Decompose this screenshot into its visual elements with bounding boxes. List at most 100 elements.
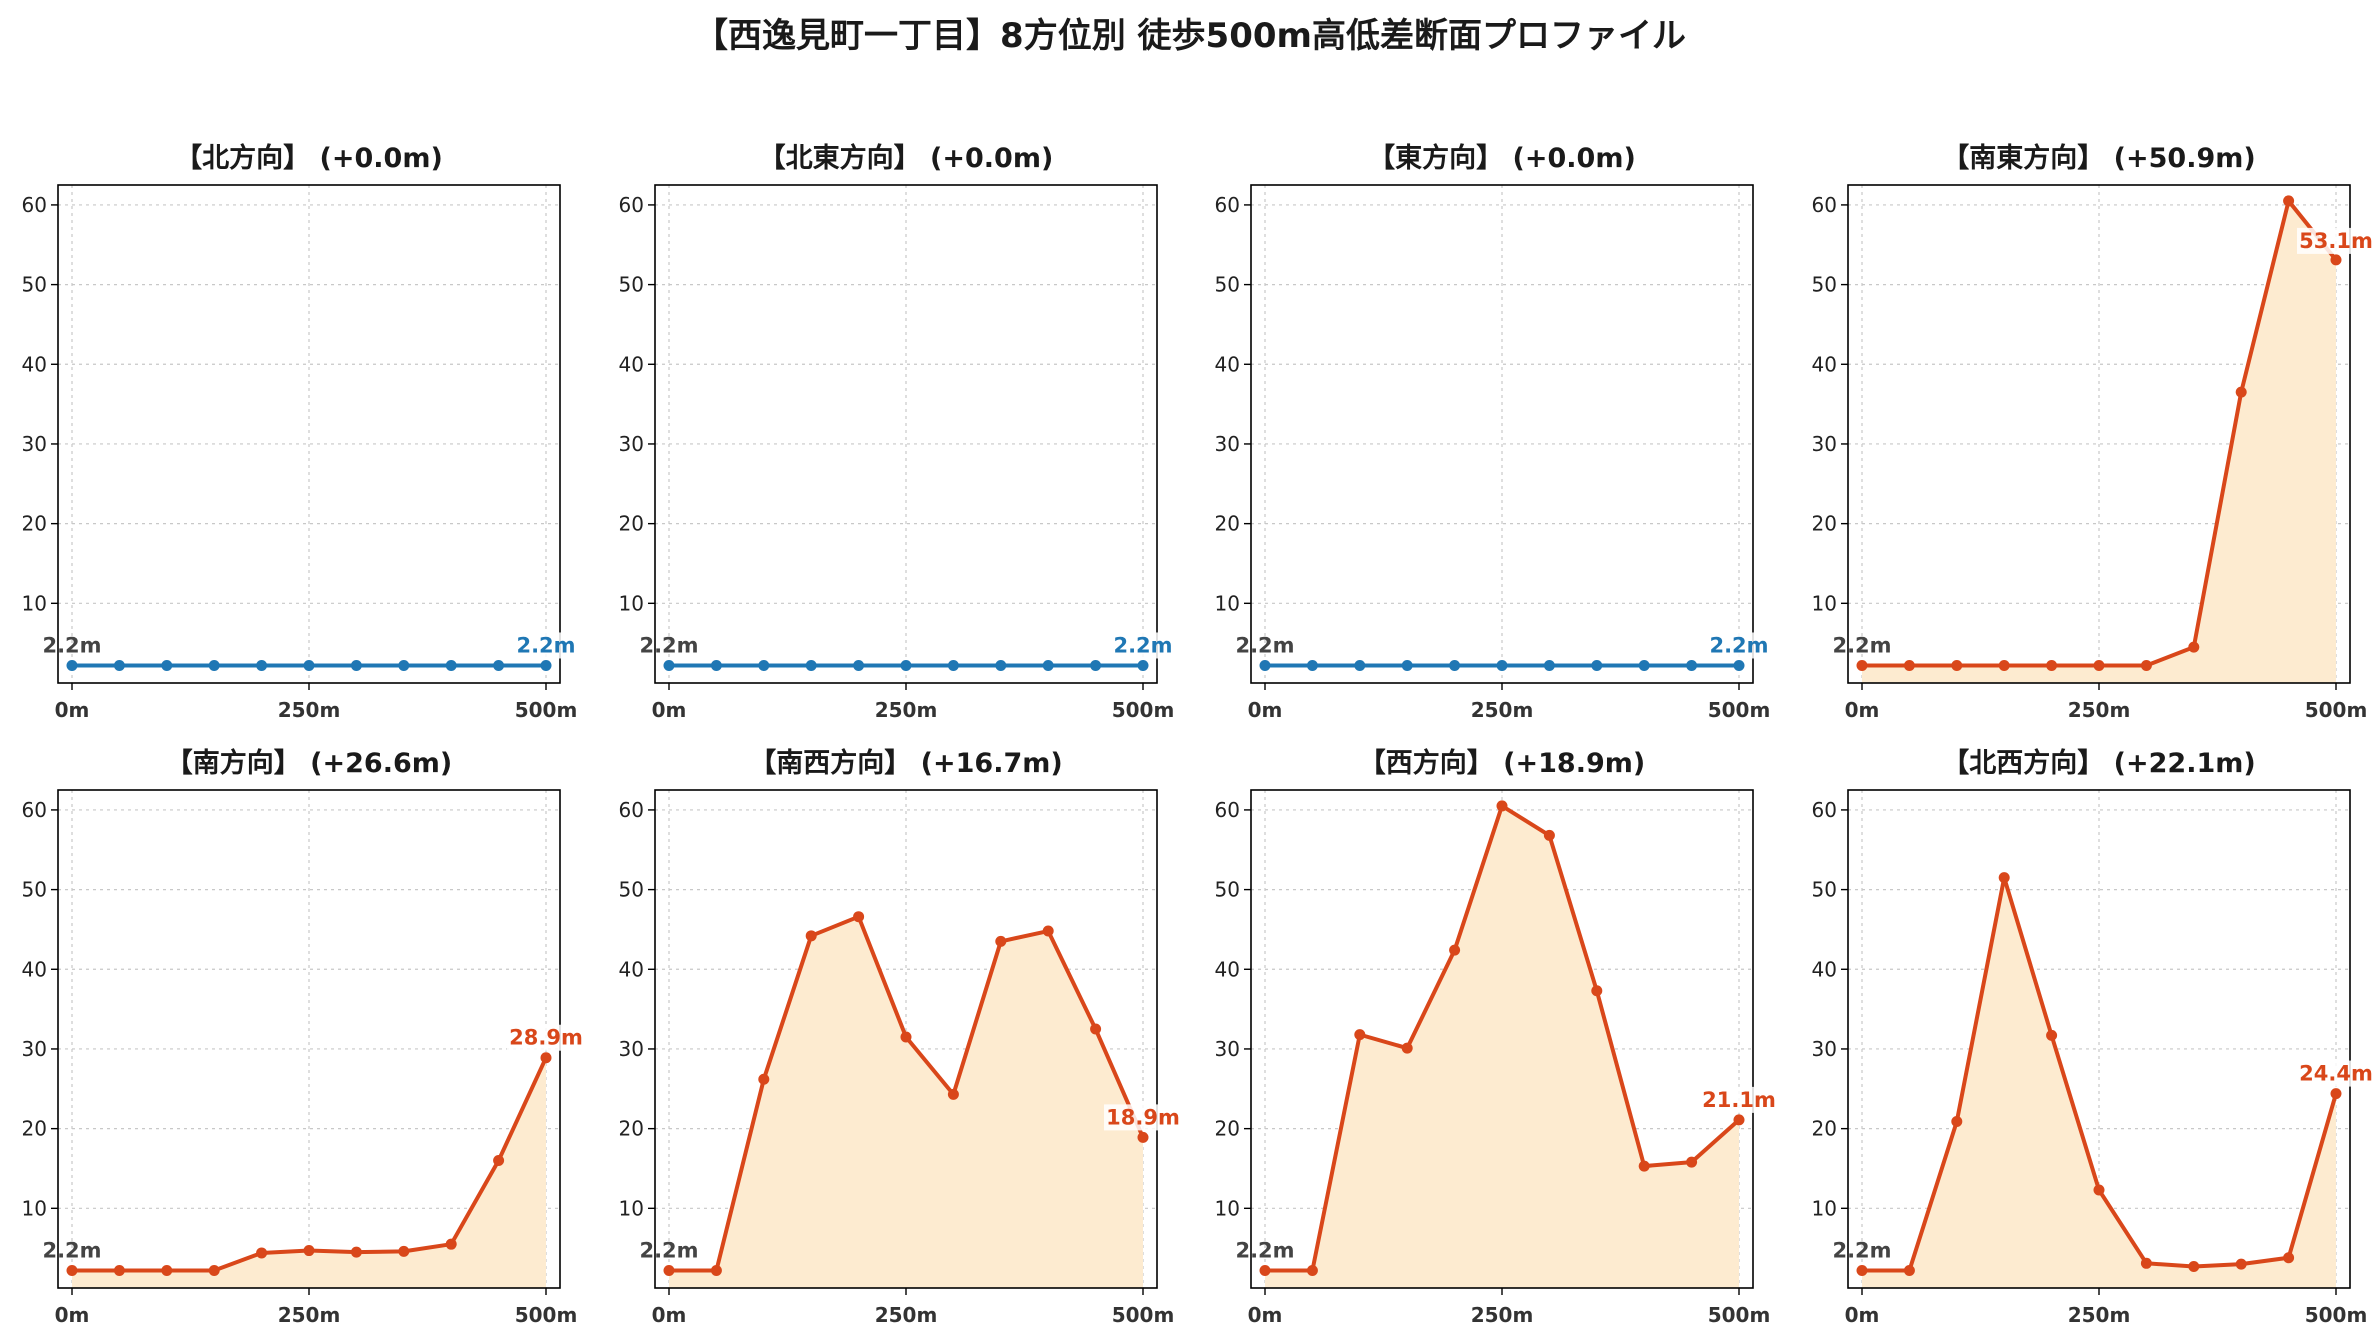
y-tick-label: 20: [22, 512, 47, 536]
data-point: [161, 659, 173, 671]
x-tick-label: 500m: [1112, 1303, 1175, 1327]
x-tick-label: 0m: [1845, 698, 1880, 722]
y-tick-label: 40: [619, 957, 644, 981]
data-point: [208, 659, 220, 671]
y-tick-label: 20: [1812, 1117, 1837, 1141]
data-point: [1090, 659, 1102, 671]
y-tick-label: 10: [1215, 591, 1240, 615]
x-tick-label: 0m: [1248, 1303, 1283, 1327]
data-point: [113, 1264, 125, 1276]
data-point: [853, 911, 865, 923]
y-tick-label: 40: [22, 352, 47, 376]
end-elevation-label: 2.2m: [1113, 633, 1172, 657]
subplot-4: 【南東方向】 (+50.9m) 10 20 30 40 50 60 0m 250m 500m 2.2…: [1812, 142, 2375, 722]
x-tick-label: 0m: [1845, 1303, 1880, 1327]
start-elevation-label: 2.2m: [1235, 633, 1294, 657]
data-point: [256, 1247, 268, 1259]
data-point: [161, 1264, 173, 1276]
y-tick-label: 30: [1812, 1037, 1837, 1061]
y-tick-label: 50: [619, 878, 644, 902]
y-tick-label: 40: [1215, 957, 1240, 981]
x-tick-label: 250m: [875, 1303, 938, 1327]
subplot-title: 【西方向】 (+18.9m): [1359, 747, 1645, 779]
data-point: [1042, 659, 1054, 671]
data-point: [663, 659, 675, 671]
end-label-background: [2297, 1060, 2375, 1087]
data-point: [1591, 659, 1603, 671]
end-elevation-label: 18.9m: [1106, 1105, 1180, 1129]
data-point: [995, 659, 1007, 671]
data-point: [1496, 800, 1508, 812]
data-point: [1306, 1264, 1318, 1276]
y-tick-label: 20: [22, 1117, 47, 1141]
data-point: [1449, 944, 1461, 956]
y-tick-label: 10: [22, 591, 47, 615]
x-tick-label: 250m: [278, 1303, 341, 1327]
data-point: [1090, 1023, 1102, 1035]
subplot-title: 【北方向】 (+0.0m): [175, 142, 443, 174]
y-tick-label: 50: [1215, 878, 1240, 902]
start-elevation-label: 2.2m: [42, 1238, 101, 1262]
subplot-title: 【南方向】 (+26.6m): [166, 747, 452, 779]
data-point: [1259, 1264, 1271, 1276]
start-elevation-label: 2.2m: [1235, 1238, 1294, 1262]
x-tick-label: 500m: [1112, 698, 1175, 722]
y-tick-label: 40: [22, 957, 47, 981]
y-tick-label: 10: [1215, 1196, 1240, 1220]
data-point: [758, 1073, 770, 1085]
area-fill: [72, 1057, 546, 1288]
data-point: [900, 1031, 912, 1043]
data-point: [995, 935, 1007, 947]
data-point: [805, 930, 817, 942]
data-point: [1903, 1264, 1915, 1276]
y-tick-label: 30: [22, 432, 47, 456]
x-tick-label: 250m: [2068, 1303, 2131, 1327]
y-tick-label: 30: [619, 432, 644, 456]
y-tick-label: 50: [1215, 273, 1240, 297]
end-elevation-label: 53.1m: [2299, 229, 2373, 253]
data-point: [1137, 659, 1149, 671]
data-point: [256, 659, 268, 671]
data-point: [1496, 659, 1508, 671]
area-fill: [1862, 877, 2336, 1288]
y-tick-label: 50: [22, 273, 47, 297]
y-tick-label: 40: [1215, 352, 1240, 376]
x-tick-label: 250m: [278, 698, 341, 722]
data-point: [1543, 659, 1555, 671]
data-point: [1856, 1264, 1868, 1276]
y-tick-label: 20: [1215, 512, 1240, 536]
y-tick-label: 60: [1215, 193, 1240, 217]
subplot-title: 【北東方向】 (+0.0m): [759, 142, 1054, 174]
x-tick-label: 0m: [55, 1303, 90, 1327]
area-fill: [1862, 200, 2336, 683]
y-tick-label: 60: [619, 193, 644, 217]
x-tick-label: 500m: [2305, 698, 2368, 722]
start-elevation-label: 2.2m: [639, 1238, 698, 1262]
data-point: [1686, 659, 1698, 671]
data-point: [540, 659, 552, 671]
data-point: [303, 659, 315, 671]
data-point: [2188, 1260, 2200, 1272]
data-point: [758, 659, 770, 671]
data-point: [445, 659, 457, 671]
axes-frame: [654, 184, 1158, 684]
data-point: [1733, 1114, 1745, 1126]
subplot-3: 【東方向】 (+0.0m) 10 20 30 40 50 60 0m 250m 500m 2.2m 2…: [1215, 142, 1778, 722]
x-tick-label: 500m: [1708, 698, 1771, 722]
data-point: [947, 659, 959, 671]
end-label-background: [2297, 227, 2375, 254]
end-label-background: [1104, 632, 1182, 659]
data-point: [2188, 641, 2200, 653]
subplot-8: 【北西方向】 (+22.1m) 10 20 30 40 50 60 0m 250m 500m 2.2…: [1812, 747, 2375, 1327]
data-point: [1401, 1042, 1413, 1054]
x-tick-label: 0m: [1248, 698, 1283, 722]
y-tick-label: 20: [619, 1117, 644, 1141]
area-fill: [1265, 805, 1739, 1288]
data-point: [710, 1264, 722, 1276]
data-point: [1306, 659, 1318, 671]
data-point: [113, 659, 125, 671]
data-point: [2093, 659, 2105, 671]
data-point: [303, 1245, 315, 1257]
